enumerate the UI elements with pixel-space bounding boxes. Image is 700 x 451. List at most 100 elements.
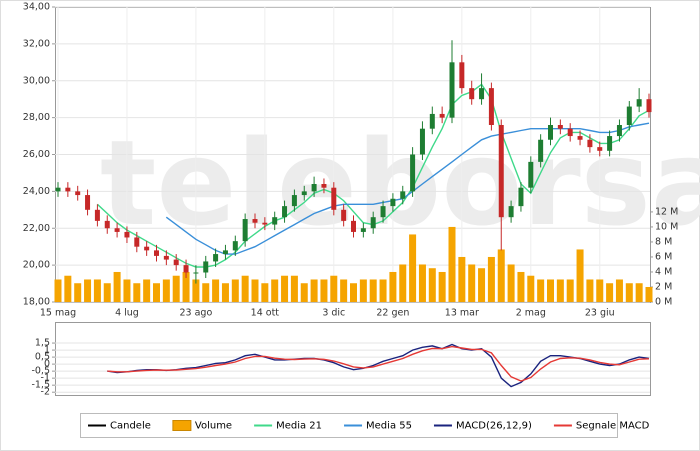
- candle-body: [203, 261, 209, 273]
- y2-tick-label: 8 M: [655, 236, 672, 247]
- volume-bar: [93, 279, 101, 302]
- y2-tick-label: 12 M: [655, 206, 678, 217]
- candle-body: [449, 62, 455, 118]
- volume-bar: [330, 275, 338, 302]
- candle-body: [557, 125, 563, 129]
- volume-bar: [635, 283, 643, 302]
- candle-body: [400, 191, 406, 199]
- y-tick-label: 1,5: [35, 338, 50, 349]
- volume-bar: [468, 264, 476, 302]
- volume-bar: [320, 279, 328, 302]
- volume-bar: [369, 279, 377, 302]
- volume-bar: [133, 283, 141, 302]
- volume-bar: [103, 283, 111, 302]
- volume-bar: [379, 279, 387, 302]
- x-tick-label: 3 dic: [322, 308, 345, 319]
- candle-body: [508, 206, 514, 218]
- candle-body: [528, 161, 534, 188]
- candle-body: [538, 139, 544, 162]
- candle-body: [213, 254, 219, 262]
- volume-bar: [566, 279, 574, 302]
- candle-body: [518, 187, 524, 207]
- y-tick-label: -1: [41, 373, 50, 384]
- y-tick-label: -0,5: [31, 366, 50, 377]
- y2-tick-label: 4 M: [655, 266, 672, 277]
- plot-layer: [52, 342, 650, 393]
- volume-bar: [487, 256, 495, 302]
- volume-bar: [428, 268, 436, 302]
- volume-bar: [547, 279, 554, 302]
- volume-bar: [448, 226, 456, 302]
- y-tick-label: -2: [41, 387, 50, 398]
- legend-label: Media 55: [366, 421, 412, 432]
- plot-layer: [52, 6, 653, 303]
- candle-body: [311, 184, 317, 192]
- candle-body: [242, 219, 248, 242]
- volume-bar: [261, 283, 269, 302]
- volume-bar: [409, 234, 417, 302]
- candle-body: [183, 265, 189, 273]
- candle-body: [341, 209, 347, 221]
- candle-body: [646, 99, 652, 113]
- volume-bar: [359, 279, 367, 302]
- volume-bar: [290, 275, 298, 302]
- volume-bar: [182, 271, 190, 302]
- volume-bar: [625, 283, 633, 302]
- candle-body: [55, 187, 61, 192]
- volume-bar: [84, 279, 92, 302]
- y-tick-label: 18,00: [23, 297, 50, 308]
- candle-body: [380, 206, 386, 218]
- volume-bar: [143, 279, 151, 302]
- volume-bar: [507, 264, 515, 302]
- y2-tick-label: 2 M: [655, 281, 672, 292]
- candle-body: [607, 136, 613, 151]
- x-tick-label: 14 ott: [251, 308, 280, 319]
- y-tick-label: -1,5: [31, 380, 50, 391]
- candle-body: [410, 154, 416, 192]
- volume-bar: [586, 279, 594, 302]
- candle-body: [429, 113, 435, 129]
- candle-body: [134, 237, 140, 247]
- volume-bar: [153, 283, 160, 302]
- x-tick-label: 23 giu: [585, 308, 615, 319]
- legend-label: Media 21: [276, 421, 322, 432]
- candle-body: [548, 125, 553, 140]
- volume-bar: [340, 279, 348, 302]
- volume-bar: [576, 249, 584, 302]
- volume-bar: [615, 279, 623, 302]
- y-tick-label: 28,00: [23, 112, 50, 123]
- candle-body: [498, 125, 504, 218]
- candle-body: [439, 113, 445, 118]
- candle-body: [163, 255, 169, 260]
- y2-tick-label: 10 M: [655, 221, 678, 232]
- candle-body: [636, 99, 642, 107]
- y-tick-label: 34,00: [23, 2, 50, 13]
- volume-bar: [300, 283, 308, 302]
- candle-body: [104, 220, 110, 229]
- volume-bar: [64, 275, 72, 302]
- candle-body: [144, 246, 150, 251]
- candle-body: [321, 184, 327, 188]
- candle-body: [459, 62, 465, 89]
- x-tick-label: 15 mag: [40, 308, 76, 319]
- volume-bar: [438, 271, 446, 302]
- y-tick-label: 1: [44, 345, 50, 356]
- volume-bar: [458, 256, 466, 302]
- candle-body: [272, 217, 278, 225]
- x-tick-label: 4 lug: [115, 308, 139, 319]
- candle-body: [232, 241, 238, 251]
- volume-bar: [399, 264, 407, 302]
- legend-label: Segnale MACD: [576, 421, 650, 432]
- y-tick-label: 30,00: [23, 75, 50, 86]
- volume-bar: [202, 283, 210, 302]
- y-tick-label: 22,00: [23, 223, 50, 234]
- volume-bar: [389, 271, 397, 302]
- candle-body: [597, 147, 603, 151]
- y-tick-label: 0,5: [35, 352, 50, 363]
- candle-body: [124, 231, 130, 238]
- volume-bar: [310, 279, 318, 302]
- volume-bar: [556, 279, 564, 302]
- candle-body: [262, 222, 268, 225]
- candle-body: [173, 259, 179, 266]
